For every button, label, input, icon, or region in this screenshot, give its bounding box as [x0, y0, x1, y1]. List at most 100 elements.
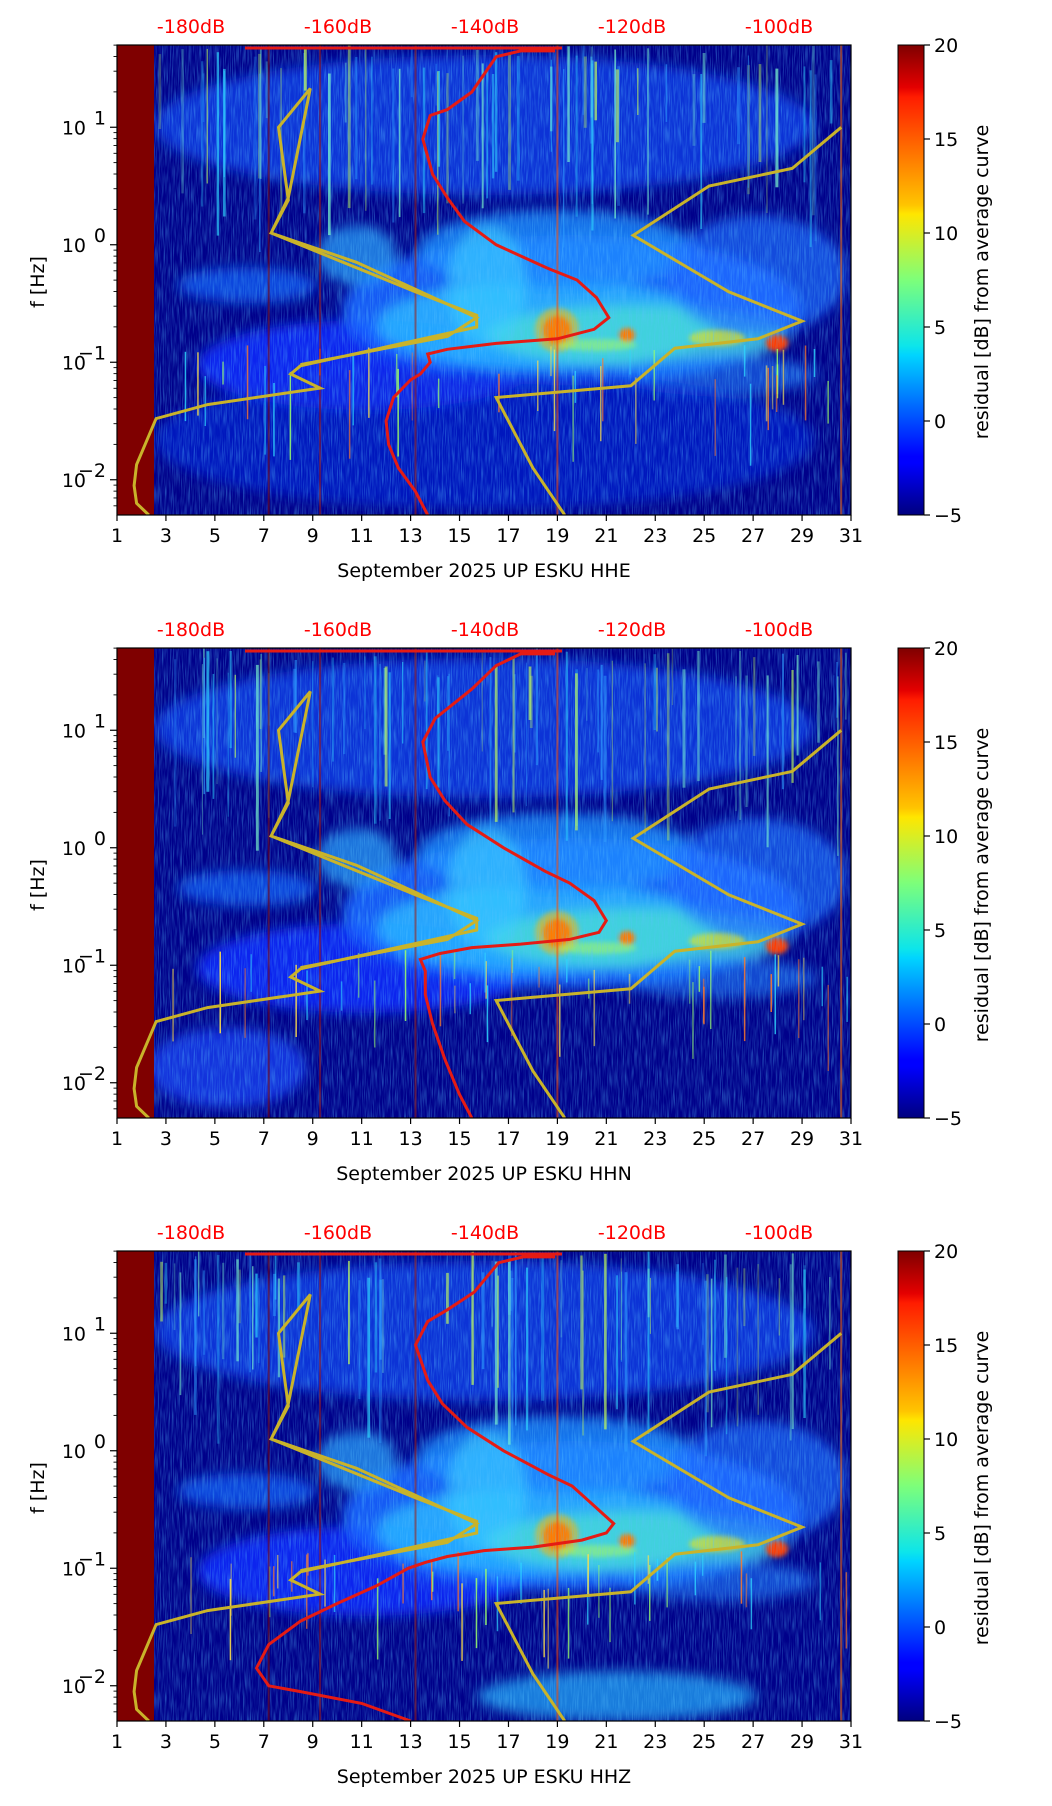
streak-top: [410, 47, 413, 98]
y-tick-label: 10: [62, 720, 86, 742]
streak-top: [365, 47, 367, 211]
streak-top: [580, 1255, 583, 1390]
streak-low: [767, 367, 769, 431]
streak-low: [572, 375, 574, 462]
streak-top: [436, 675, 439, 718]
streak-top: [258, 53, 261, 179]
streak-top: [206, 48, 208, 184]
y-tick-label: 10: [62, 1073, 86, 1095]
streak-low: [498, 373, 500, 413]
streak-low: [765, 365, 768, 422]
streak-top: [591, 60, 594, 231]
streak-top: [647, 1268, 650, 1318]
streak-low: [219, 951, 221, 1034]
streak-low: [431, 1559, 433, 1601]
streak-top: [791, 1253, 794, 1430]
streak-top: [202, 1270, 206, 1355]
streak-low: [602, 358, 604, 422]
streak-top: [437, 677, 440, 788]
x-tick-label: 11: [350, 1128, 374, 1150]
spectrogram-panel-hhe: -180dB -160dB -140dB -120dB -100dB: [27, 16, 993, 582]
x-tick-label: 25: [692, 1731, 716, 1753]
event-line: [414, 648, 417, 1118]
streak-top: [590, 46, 593, 118]
streak-top: [590, 56, 593, 144]
streak-top: [402, 662, 404, 744]
colorbar-ticks: −5 0 5 10 15 20: [924, 638, 962, 1130]
streak-low: [306, 970, 308, 1021]
streak-low: [666, 1557, 668, 1608]
streak-low: [771, 366, 774, 410]
streak-top: [216, 1255, 220, 1444]
streak-top: [758, 64, 762, 162]
red-curve: [254, 1255, 616, 1721]
streak-top: [355, 57, 358, 180]
streak-top: [367, 1277, 371, 1438]
x-tick-label: 11: [350, 525, 374, 547]
x-tick-label: 21: [594, 1731, 618, 1753]
data-gap-band: [117, 648, 154, 1118]
colorbar: −5 0 5 10 15 20 residual [dB] from average cu…: [897, 1241, 993, 1733]
y-tick-exponent: −2: [78, 1063, 106, 1085]
streak-top: [508, 1261, 511, 1445]
x-tick-label: 23: [643, 1128, 667, 1150]
streak-low: [550, 346, 552, 377]
streak-low: [574, 370, 577, 403]
x-tick-label: 31: [839, 1128, 863, 1150]
x-tick-label: 25: [692, 525, 716, 547]
streak-top: [491, 1260, 493, 1327]
streak-low: [453, 949, 456, 980]
x-tick-label: 19: [545, 1128, 569, 1150]
streak-top: [525, 662, 527, 807]
colorbar-gradient: [897, 647, 925, 1119]
x-tick-label: 1: [111, 525, 123, 547]
x-tick-label: 7: [258, 525, 270, 547]
event-line: [267, 1251, 270, 1721]
streak-low: [600, 366, 602, 442]
streak-top: [379, 1279, 382, 1360]
streak-low: [698, 966, 701, 992]
y-axis-title: f [Hz]: [27, 1462, 49, 1514]
streak-top: [471, 1251, 474, 1385]
colorbar-gradient: [897, 1250, 925, 1722]
colorbar-tick-label: 5: [934, 920, 946, 942]
streak-top: [796, 655, 799, 756]
streak-low: [647, 1555, 650, 1584]
event-line: [319, 45, 322, 515]
texture: [117, 648, 851, 1118]
streak-top: [259, 659, 262, 729]
streak-low: [634, 1551, 636, 1605]
streak-top: [516, 55, 520, 181]
colorbar-tick-label: 15: [934, 1335, 958, 1357]
x-tick-label: 27: [741, 1731, 765, 1753]
streak-top: [260, 653, 263, 772]
streak-top: [201, 61, 204, 207]
streak-top: [676, 1264, 679, 1330]
db-label: -140dB: [451, 16, 519, 38]
db-label: -160dB: [304, 619, 372, 641]
streak-top: [739, 650, 742, 820]
colorbar-tick-label: 5: [934, 1523, 946, 1545]
streak-low: [431, 1571, 434, 1592]
streak-top: [236, 1259, 239, 1362]
streak-low: [750, 1578, 753, 1630]
streak-low: [396, 353, 398, 398]
streak-top: [398, 68, 401, 218]
event-line: [556, 45, 559, 515]
x-tick-label: 1: [111, 1731, 123, 1753]
y-tick-exponent: 1: [94, 107, 106, 129]
streak-top: [379, 663, 381, 821]
streak-top: [512, 657, 515, 813]
x-tick-label: 29: [790, 525, 814, 547]
streak-low: [307, 1553, 309, 1576]
streak-low: [804, 345, 807, 421]
streak-low: [770, 974, 772, 1012]
streak-top: [508, 53, 511, 190]
streak-top: [528, 666, 532, 720]
streak-low: [511, 950, 514, 973]
streak-top: [616, 69, 619, 143]
streak-low: [692, 982, 694, 1059]
x-tick-label: 19: [545, 525, 569, 547]
streak-low: [813, 349, 816, 377]
streak-top: [791, 670, 794, 783]
